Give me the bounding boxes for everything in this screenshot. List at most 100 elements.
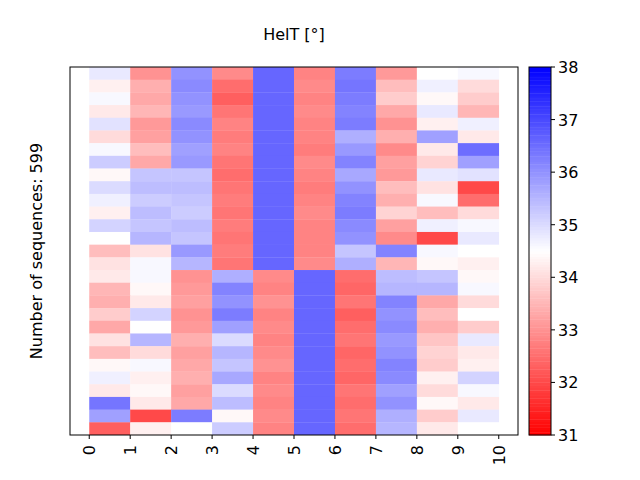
heat-cell xyxy=(253,283,294,296)
colorbar-tick xyxy=(551,329,555,330)
colorbar-segment xyxy=(529,280,551,283)
colorbar-segment xyxy=(529,138,551,141)
heat-cell xyxy=(171,321,212,334)
heat-cell xyxy=(253,130,294,143)
heat-cell xyxy=(171,156,212,169)
x-tick xyxy=(89,435,90,439)
heat-cell xyxy=(294,333,335,346)
colorbar-segment xyxy=(529,180,551,183)
heat-cell xyxy=(253,372,294,385)
colorbar-segment xyxy=(529,288,551,291)
heat-cell xyxy=(376,359,417,372)
colorbar-segment xyxy=(529,248,551,251)
colorbar-segment xyxy=(529,83,551,86)
heat-cell xyxy=(171,105,212,118)
colorbar-segment xyxy=(529,422,551,425)
heat-cell xyxy=(171,308,212,321)
colorbar-segment xyxy=(529,146,551,149)
heat-cell xyxy=(294,80,335,93)
heat-cell xyxy=(89,67,130,80)
colorbar-segment xyxy=(529,112,551,115)
heat-cell xyxy=(335,283,376,296)
heat-cell xyxy=(89,118,130,131)
heat-cell xyxy=(458,308,499,321)
heat-cell xyxy=(212,257,253,270)
colorbar-segment xyxy=(529,243,551,246)
colorbar-segment xyxy=(529,206,551,209)
heat-cell xyxy=(458,181,499,194)
heat-cell xyxy=(253,169,294,182)
heat-cell xyxy=(212,143,253,156)
heat-cell xyxy=(212,321,253,334)
heat-cell xyxy=(253,397,294,410)
heat-cell xyxy=(89,397,130,410)
heat-cell xyxy=(130,257,171,270)
colorbar-segment xyxy=(529,285,551,288)
heat-cell xyxy=(294,359,335,372)
heat-cell xyxy=(212,372,253,385)
colorbar-tick-label: 31 xyxy=(558,426,578,445)
heat-cell xyxy=(253,346,294,359)
colorbar-segment xyxy=(529,298,551,301)
heat-cell xyxy=(130,232,171,245)
heat-cell xyxy=(294,194,335,207)
heat-cell xyxy=(253,295,294,308)
heat-cell xyxy=(417,207,458,220)
heat-cell xyxy=(130,372,171,385)
colorbar-segment xyxy=(529,301,551,304)
heat-cell xyxy=(212,80,253,93)
heat-cell xyxy=(335,410,376,423)
colorbar-tick xyxy=(551,224,555,225)
x-tick-label: 5 xyxy=(285,445,304,455)
heat-cell xyxy=(212,270,253,283)
colorbar-segment xyxy=(529,275,551,278)
heat-cell xyxy=(89,257,130,270)
colorbar-segment xyxy=(529,430,551,433)
heat-cell xyxy=(376,194,417,207)
heat-cell xyxy=(417,384,458,397)
heat-cell xyxy=(294,130,335,143)
colorbar-segment xyxy=(529,222,551,225)
heat-cell xyxy=(335,105,376,118)
heat-cell xyxy=(212,245,253,258)
heat-cell xyxy=(335,333,376,346)
colorbar-segment xyxy=(529,411,551,414)
heat-cell xyxy=(253,422,294,435)
heat-cell xyxy=(417,67,458,80)
heat-cell xyxy=(335,270,376,283)
cells xyxy=(89,67,499,435)
heat-cell xyxy=(335,118,376,131)
heat-cell xyxy=(376,283,417,296)
heat-cell xyxy=(376,130,417,143)
heat-cell xyxy=(130,346,171,359)
heat-cell xyxy=(417,321,458,334)
heat-cell xyxy=(89,105,130,118)
heat-cell xyxy=(171,92,212,105)
x-tick xyxy=(171,435,172,439)
colorbar-segment xyxy=(529,385,551,388)
colorbar-segment xyxy=(529,382,551,385)
heat-cell xyxy=(253,333,294,346)
heat-cell xyxy=(171,143,212,156)
heat-cell xyxy=(253,270,294,283)
colorbar-segment xyxy=(529,188,551,191)
heat-cell xyxy=(171,270,212,283)
heat-cell xyxy=(253,194,294,207)
colorbar-segment xyxy=(529,238,551,241)
colorbar-segment xyxy=(529,293,551,296)
colorbar-segment xyxy=(529,267,551,270)
heat-cell xyxy=(376,270,417,283)
colorbar-segment xyxy=(529,99,551,102)
colorbar-segment xyxy=(529,172,551,175)
heat-cell xyxy=(171,384,212,397)
heat-cell xyxy=(171,359,212,372)
x-tick xyxy=(498,435,499,439)
heat-cell xyxy=(171,283,212,296)
heat-cell xyxy=(89,207,130,220)
colorbar-segment xyxy=(529,109,551,112)
heat-cell xyxy=(212,130,253,143)
heat-cell xyxy=(417,194,458,207)
x-tick-label: 2 xyxy=(162,445,181,455)
heat-cell xyxy=(89,372,130,385)
x-tick xyxy=(375,435,376,439)
